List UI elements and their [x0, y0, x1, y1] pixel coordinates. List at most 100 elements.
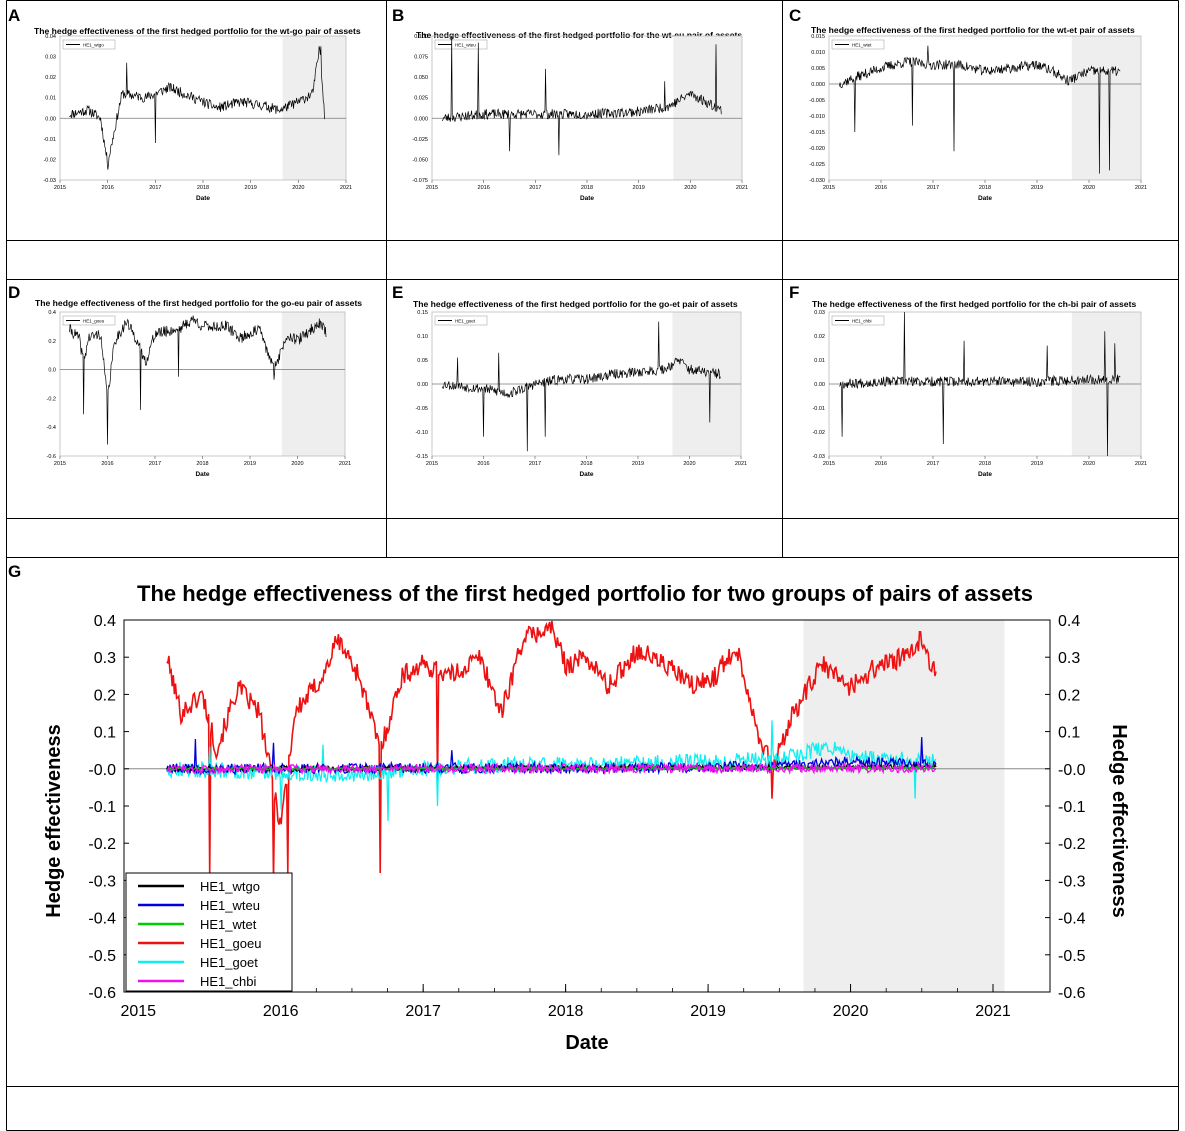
panel-letter-c: C: [789, 6, 802, 25]
y-tick-label: -0.075: [412, 178, 428, 184]
y-tick-label-left: 0.4: [94, 613, 116, 630]
legend-box: [125, 872, 293, 992]
panel-letter-e: E: [392, 283, 404, 302]
y-tick-label: -0.020: [809, 146, 825, 152]
y-tick-label: 0.05: [417, 358, 428, 364]
x-tick-label: 2020: [1083, 461, 1095, 467]
x-tick-label: 2018: [979, 461, 991, 467]
x-tick-label: 2015: [823, 185, 835, 191]
y-tick-label: 0.01: [45, 96, 56, 102]
y-tick-label: -0.03: [43, 178, 56, 184]
y-tick-label-right: 0.4: [1058, 613, 1080, 630]
y-tick-label-left: -0.1: [88, 799, 116, 816]
x-tick-label: 2016: [875, 461, 887, 467]
legend-label: HE1_goeu: [83, 319, 105, 324]
y-tick-label: 0.03: [814, 310, 825, 316]
x-tick-label: 2015: [120, 1003, 156, 1020]
series-line-he1_wteu: [441, 35, 722, 156]
y-tick-label: 0.0: [48, 368, 56, 374]
x-tick-label: 2017: [927, 185, 939, 191]
y-tick-label: -0.005: [809, 98, 825, 104]
y-tick-label-left: -0.3: [88, 873, 116, 890]
y-tick-label: -0.050: [412, 157, 428, 163]
x-tick-label: 2020: [292, 185, 304, 191]
legend-label-he1_wtet: HE1_wtet: [200, 917, 257, 932]
legend-label: HE1_goet: [455, 319, 476, 324]
legend-box: [831, 315, 885, 326]
shaded-region: [803, 620, 1005, 992]
y-tick-label-left: 0.1: [94, 725, 116, 742]
y-tick-label: -0.4: [47, 425, 56, 431]
x-tick-label: 2016: [875, 185, 887, 191]
y-tick-label: 0.15: [417, 310, 428, 316]
x-tick-label: 2020: [684, 185, 696, 191]
x-tick-label: 2019: [633, 185, 645, 191]
y-tick-label: 0.00: [45, 116, 56, 122]
legend-box: [434, 315, 488, 326]
y-tick-label: 0.04: [45, 34, 56, 40]
y-tick-label: -0.010: [809, 114, 825, 120]
y-axis-label-left: Hedge effectiveness: [43, 724, 65, 917]
x-tick-label: 2019: [690, 1003, 726, 1020]
legend-label: HE1_chbi: [852, 319, 872, 324]
y-tick-label: 0.03: [45, 55, 56, 61]
y-tick-label: -0.030: [809, 178, 825, 184]
x-axis-label: Date: [580, 195, 594, 202]
y-tick-label: 0.005: [811, 66, 825, 72]
x-axis-label: Date: [978, 471, 992, 478]
y-tick-label: 0.075: [414, 55, 428, 61]
x-tick-label: 2016: [102, 185, 114, 191]
y-tick-label-right: 0.3: [1058, 650, 1080, 667]
legend-label-he1_wtgo: HE1_wtgo: [200, 879, 260, 894]
x-tick-label: 2021: [735, 461, 747, 467]
x-tick-label: 2017: [529, 461, 541, 467]
y-tick-label: 0.4: [48, 310, 56, 316]
y-tick-label: 0.2: [48, 339, 56, 345]
x-tick-label: 2018: [581, 185, 593, 191]
panel-g: The hedge effectiveness of the first hed…: [43, 581, 1130, 1054]
series-line-he1_chbi: [839, 311, 1121, 457]
x-tick-label: 2015: [823, 461, 835, 467]
x-tick-label: 2015: [426, 185, 438, 191]
y-tick-label: -0.10: [415, 430, 428, 436]
x-tick-label: 2017: [927, 461, 939, 467]
legend-box: [434, 39, 488, 50]
y-tick-label: -0.05: [415, 406, 428, 412]
y-tick-label: -0.01: [43, 137, 56, 143]
x-tick-label: 2017: [149, 185, 161, 191]
legend-label: HE1_wtgo: [83, 43, 104, 48]
y-tick-label-left: 0.2: [94, 687, 116, 704]
y-tick-label: -0.01: [812, 406, 825, 412]
x-tick-label: 2020: [683, 461, 695, 467]
legend-label: HE1_wtet: [852, 43, 872, 48]
y-tick-label-right: -0.3: [1058, 873, 1086, 890]
x-tick-label: 2021: [975, 1003, 1011, 1020]
y-tick-label-right: -0.4: [1058, 911, 1086, 928]
x-tick-label: 2019: [244, 461, 256, 467]
series-line-he1_chbi: [166, 761, 937, 776]
x-tick-label: 2019: [632, 461, 644, 467]
y-tick-label: -0.025: [809, 162, 825, 168]
y-tick-label-right: -0.5: [1058, 948, 1086, 965]
y-tick-label: -0.02: [43, 157, 56, 163]
x-tick-label: 2016: [477, 461, 489, 467]
x-tick-label: 2015: [426, 461, 438, 467]
x-tick-label: 2021: [1135, 185, 1147, 191]
panel-letter-f: F: [789, 283, 800, 302]
x-tick-label: 2021: [340, 185, 352, 191]
y-tick-label: -0.15: [415, 454, 428, 460]
x-axis-label: Date: [978, 195, 992, 202]
series-line-he1_goeu: [69, 315, 327, 445]
x-tick-label: 2017: [405, 1003, 441, 1020]
main-series-group: [166, 620, 937, 881]
main-chart-title: The hedge effectiveness of the first hed…: [137, 581, 1033, 606]
y-tick-label: -0.02: [812, 430, 825, 436]
y-tick-label: 0.010: [811, 50, 825, 56]
x-tick-label: 2021: [1135, 461, 1147, 467]
x-axis-label: Date: [579, 471, 593, 478]
series-line-he1_goet: [441, 321, 721, 452]
panel-title: The hedge effectiveness of the first hed…: [413, 299, 738, 309]
x-tick-label: 2018: [580, 461, 592, 467]
y-tick-label-right: -0.1: [1058, 799, 1086, 816]
